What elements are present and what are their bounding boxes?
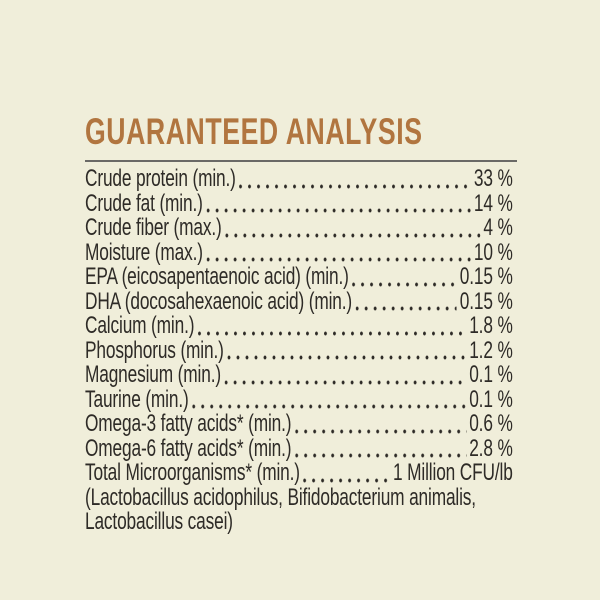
nutrient-value: 1.8 % xyxy=(469,312,513,339)
nutrient-value: 14 % xyxy=(473,189,513,217)
nutrient-value: 10 % xyxy=(473,238,513,266)
dot-leader xyxy=(239,167,471,192)
analysis-row: Total Microorganisms* (min.) 1 Million C… xyxy=(85,459,517,486)
analysis-row: Crude protein (min.) 33 % xyxy=(85,165,517,192)
nutrient-value: 1 Million CFU/lb xyxy=(393,459,513,486)
dot-leader xyxy=(295,412,467,437)
nutrient-label: Crude fiber (max.) xyxy=(85,214,222,241)
nutrient-label: Crude fat (min.) xyxy=(85,189,203,217)
dot-leader xyxy=(224,363,467,388)
dot-leader xyxy=(206,240,471,265)
nutrient-value: 0.6 % xyxy=(469,410,513,437)
analysis-row: Calcium (min.) 1.8 % xyxy=(85,312,517,339)
nutrient-label: Omega-6 fatty acids* (min.) xyxy=(85,434,292,462)
analysis-row: Phosphorus (min.) 1.2 % xyxy=(85,336,517,364)
nutrient-label: Omega-3 fatty acids* (min.) xyxy=(85,410,292,437)
analysis-row: Magnesium (min.) 0.1 % xyxy=(85,361,517,388)
nutrient-label: Phosphorus (min.) xyxy=(85,336,224,364)
analysis-table: Crude protein (min.) 33 % Crude fat (min… xyxy=(85,165,517,535)
nutrient-label: DHA (docosahexaenoic acid) (min.) xyxy=(85,287,353,315)
nutrient-label: Calcium (min.) xyxy=(85,312,195,339)
analysis-row: Omega-3 fatty acids* (min.) 0.6 % xyxy=(85,410,517,437)
nutrient-value: 2.8 % xyxy=(469,434,513,462)
analysis-row: Taurine (min.) 0.1 % xyxy=(85,385,517,413)
analysis-row: EPA (eicosapentaenoic acid) (min.) 0.15 … xyxy=(85,263,517,290)
nutrient-label: Moisture (max.) xyxy=(85,238,203,266)
footnote-line: Lactobacillus casei) xyxy=(85,508,233,535)
footnote-line: (Lactobacillus acidophilus, Bifidobacter… xyxy=(85,483,476,511)
title-underline xyxy=(85,160,517,162)
analysis-row: Omega-6 fatty acids* (min.) 2.8 % xyxy=(85,434,517,462)
dot-leader xyxy=(192,387,467,412)
nutrient-label: EPA (eicosapentaenoic acid) (min.) xyxy=(85,263,349,290)
analysis-row: Crude fat (min.) 14 % xyxy=(85,189,517,217)
dot-leader xyxy=(225,216,481,241)
dot-leader xyxy=(227,338,467,363)
nutrient-label: Total Microorganisms* (min.) xyxy=(85,459,300,486)
page-title: GUARANTEED ANALYSIS xyxy=(85,111,423,152)
dot-leader xyxy=(355,289,457,314)
nutrient-value: 0.1 % xyxy=(469,361,513,388)
analysis-row: DHA (docosahexaenoic acid) (min.) 0.15 % xyxy=(85,287,517,315)
nutrient-label: Magnesium (min.) xyxy=(85,361,221,388)
nutrient-value: 33 % xyxy=(473,165,513,192)
dot-leader xyxy=(295,436,467,461)
nutrient-label: Crude protein (min.) xyxy=(85,165,236,192)
analysis-row: Crude fiber (max.) 4 % xyxy=(85,214,517,241)
nutrient-value: 0.1 % xyxy=(469,385,513,413)
dot-leader xyxy=(197,314,467,339)
nutrient-label: Taurine (min.) xyxy=(85,385,189,413)
nutrient-value: 4 % xyxy=(483,214,513,241)
dot-leader xyxy=(206,191,471,216)
nutrient-value: 0.15 % xyxy=(459,263,513,290)
dot-leader xyxy=(352,265,457,290)
label-content: GUARANTEED ANALYSIS Crude protein (min.)… xyxy=(85,0,517,600)
nutrient-value: 0.15 % xyxy=(459,287,513,315)
dot-leader xyxy=(303,461,391,486)
nutrient-value: 1.2 % xyxy=(469,336,513,364)
analysis-row: Moisture (max.) 10 % xyxy=(85,238,517,266)
